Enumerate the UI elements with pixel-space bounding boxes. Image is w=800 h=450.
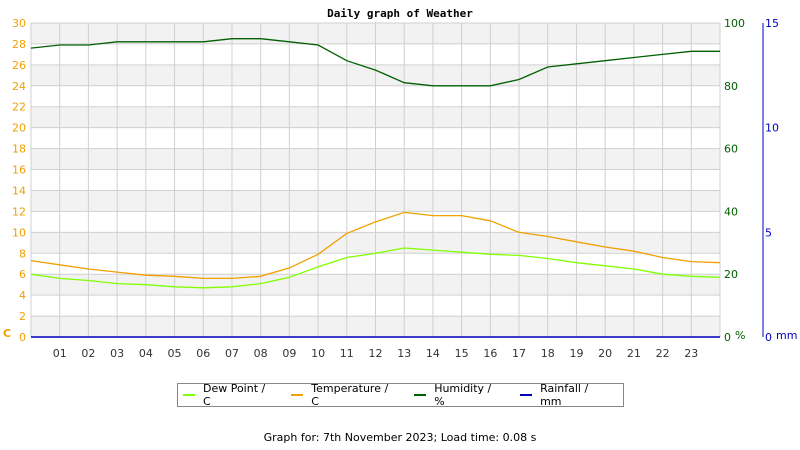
humidity-tick-label: 80 [724, 80, 738, 93]
humidity-tick-label: 40 [724, 205, 738, 218]
rain-tick-label: 15 [765, 17, 779, 30]
x-tick-label: 05 [168, 347, 182, 360]
legend-label: Rainfall / mm [540, 382, 589, 408]
x-tick-label: 12 [369, 347, 383, 360]
left-tick-label: 18 [12, 143, 26, 156]
humidity-tick-label: 100 [724, 17, 745, 30]
temperature-line [30, 211, 721, 280]
x-tick-label: 21 [627, 347, 641, 360]
rain-tick-label: 10 [765, 122, 779, 135]
rainfall-swatch-icon [520, 394, 533, 396]
x-tick-label: 13 [397, 347, 411, 360]
dew-point-line [30, 247, 721, 289]
x-tick-label: 01 [53, 347, 67, 360]
rain-axis-ticks: 0 5 10 15 [765, 17, 779, 344]
left-tick-label: 8 [19, 247, 26, 260]
x-tick-label: 10 [311, 347, 325, 360]
legend-label: Humidity / % [434, 382, 492, 408]
x-tick-label: 18 [541, 347, 555, 360]
humidity-tick-label: 60 [724, 143, 738, 156]
left-tick-label: 24 [12, 80, 26, 93]
x-axis-ticks: 01 02 03 04 05 06 07 08 09 10 11 12 13 14 15 16 17 18 19 20… [53, 347, 699, 360]
legend-item-temperature: Temperature / C [291, 382, 399, 408]
x-tick-label: 17 [512, 347, 526, 360]
left-tick-label: 28 [12, 38, 26, 51]
left-tick-label: 30 [12, 17, 26, 30]
temperature-swatch-icon [291, 394, 304, 396]
x-tick-label: 15 [455, 347, 469, 360]
x-tick-label: 23 [684, 347, 698, 360]
left-axis-unit: C [3, 327, 11, 340]
left-tick-label: 16 [12, 164, 26, 177]
chart-legend: Dew Point / C Temperature / C Humidity /… [177, 382, 624, 408]
x-tick-label: 03 [110, 347, 124, 360]
left-tick-label: 20 [12, 122, 26, 135]
left-tick-label: 6 [19, 268, 26, 281]
left-tick-label: 14 [12, 184, 26, 197]
x-tick-label: 11 [340, 347, 354, 360]
x-tick-label: 04 [139, 347, 153, 360]
x-tick-label: 09 [282, 347, 296, 360]
humidity-swatch-icon [414, 394, 427, 396]
legend-label: Dew Point / C [202, 382, 266, 408]
graph-footer: Graph for: 7th November 2023; Load time:… [263, 431, 537, 444]
x-tick-label: 02 [81, 347, 95, 360]
chart-title: Daily graph of Weather [327, 7, 473, 20]
legend-item-humidity: Humidity / % [414, 382, 505, 408]
left-tick-label: 2 [19, 310, 26, 323]
rain-tick-label: 0 [765, 331, 772, 344]
x-tick-label: 07 [225, 347, 239, 360]
left-tick-label: 12 [12, 205, 26, 218]
x-tick-label: 16 [483, 347, 497, 360]
x-tick-label: 22 [656, 347, 670, 360]
humidity-tick-label: 20 [724, 268, 738, 281]
left-tick-label: 4 [19, 289, 26, 302]
x-tick-label: 14 [426, 347, 440, 360]
x-tick-label: 19 [569, 347, 583, 360]
humidity-line [30, 38, 720, 87]
rain-tick-label: 5 [765, 226, 772, 239]
x-tick-label: 08 [254, 347, 268, 360]
humidity-axis-ticks: 0 20 40 60 80 100 [724, 17, 745, 344]
weather-chart: Daily graph of Weather 02468101214161820… [3, 7, 797, 360]
left-tick-label: 10 [12, 226, 26, 239]
x-tick-label: 20 [598, 347, 612, 360]
humidity-axis-unit: % [735, 329, 745, 342]
rain-axis-unit: mm [776, 329, 797, 342]
left-tick-label: 22 [12, 101, 26, 114]
dew-point-swatch-icon [183, 394, 195, 396]
legend-item-dew-point: Dew Point / C [183, 382, 276, 408]
humidity-tick-label: 0 [724, 331, 731, 344]
x-tick-label: 06 [196, 347, 210, 360]
left-tick-label: 26 [12, 59, 26, 72]
left-tick-label: 0 [19, 331, 26, 344]
legend-label: Temperature / C [311, 382, 389, 408]
legend-item-rainfall: Rainfall / mm [520, 382, 613, 408]
